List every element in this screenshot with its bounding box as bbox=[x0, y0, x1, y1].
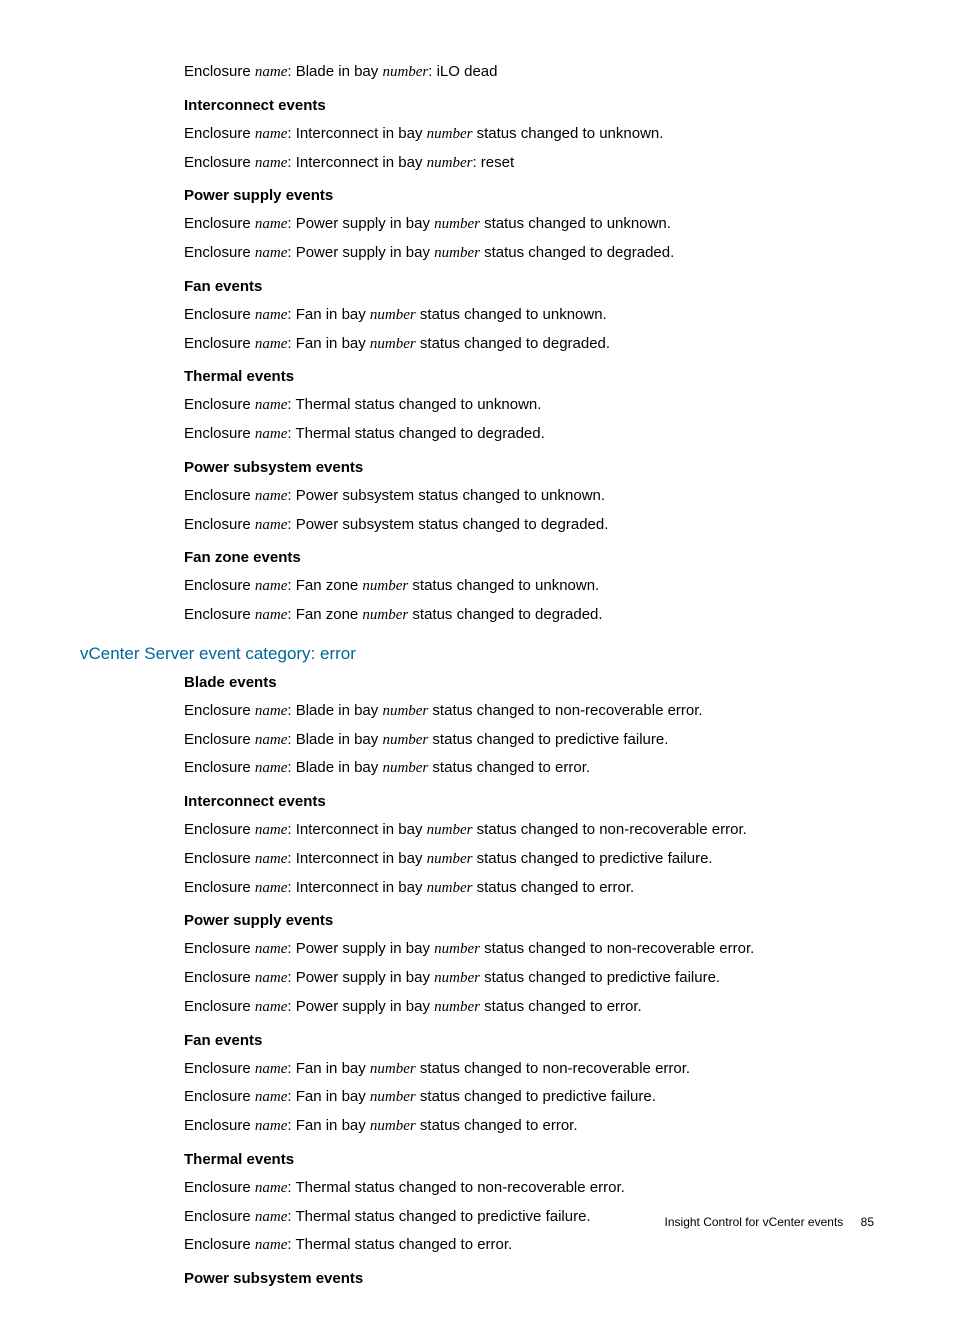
event-text: Enclosure name: Interconnect in bay numb… bbox=[184, 816, 874, 845]
event-text: Enclosure name: Fan zone number status c… bbox=[184, 572, 874, 601]
footer-text: Insight Control for vCenter events bbox=[665, 1215, 844, 1229]
event-text: Enclosure name: Interconnect in bay numb… bbox=[184, 845, 874, 874]
event-text: Enclosure name: Power supply in bay numb… bbox=[184, 239, 874, 268]
event-text: Enclosure name: Thermal status changed t… bbox=[184, 1231, 874, 1260]
event-text: Enclosure name: Thermal status changed t… bbox=[184, 1174, 874, 1203]
document-page: Enclosure name: Blade in bay number: iLO… bbox=[0, 0, 954, 1333]
event-text: Enclosure name: Power supply in bay numb… bbox=[184, 210, 874, 239]
thermal-events-heading: Thermal events bbox=[184, 368, 874, 385]
event-text: Enclosure name: Blade in bay number: iLO… bbox=[184, 58, 874, 87]
event-text: Enclosure name: Fan in bay number status… bbox=[184, 330, 874, 359]
power-supply-events-heading: Power supply events bbox=[184, 187, 874, 204]
thermal-events-heading: Thermal events bbox=[184, 1151, 874, 1168]
event-text: Enclosure name: Thermal status changed t… bbox=[184, 391, 874, 420]
fan-events-heading: Fan events bbox=[184, 1032, 874, 1049]
content-column: Blade events Enclosure name: Blade in ba… bbox=[184, 674, 874, 1287]
power-subsystem-events-heading: Power subsystem events bbox=[184, 1270, 874, 1287]
power-subsystem-events-heading: Power subsystem events bbox=[184, 459, 874, 476]
fan-zone-events-heading: Fan zone events bbox=[184, 549, 874, 566]
event-text: Enclosure name: Power supply in bay numb… bbox=[184, 964, 874, 993]
blade-events-heading: Blade events bbox=[184, 674, 874, 691]
event-text: Enclosure name: Interconnect in bay numb… bbox=[184, 120, 874, 149]
event-text: Enclosure name: Thermal status changed t… bbox=[184, 420, 874, 449]
event-text: Enclosure name: Power supply in bay numb… bbox=[184, 935, 874, 964]
interconnect-events-heading: Interconnect events bbox=[184, 97, 874, 114]
event-text: Enclosure name: Power subsystem status c… bbox=[184, 511, 874, 540]
event-text: Enclosure name: Blade in bay number stat… bbox=[184, 726, 874, 755]
power-supply-events-heading: Power supply events bbox=[184, 912, 874, 929]
error-section-heading: vCenter Server event category: error bbox=[80, 644, 874, 664]
page-number: 85 bbox=[861, 1215, 874, 1229]
event-text: Enclosure name: Fan in bay number status… bbox=[184, 1055, 874, 1084]
event-text: Enclosure name: Power supply in bay numb… bbox=[184, 993, 874, 1022]
event-text: Enclosure name: Interconnect in bay numb… bbox=[184, 149, 874, 178]
content-column: Enclosure name: Blade in bay number: iLO… bbox=[184, 58, 874, 630]
interconnect-events-heading: Interconnect events bbox=[184, 793, 874, 810]
event-text: Enclosure name: Fan in bay number status… bbox=[184, 301, 874, 330]
event-text: Enclosure name: Power subsystem status c… bbox=[184, 482, 874, 511]
event-text: Enclosure name: Fan zone number status c… bbox=[184, 601, 874, 630]
fan-events-heading: Fan events bbox=[184, 278, 874, 295]
event-text: Enclosure name: Blade in bay number stat… bbox=[184, 754, 874, 783]
event-text: Enclosure name: Blade in bay number stat… bbox=[184, 697, 874, 726]
event-text: Enclosure name: Fan in bay number status… bbox=[184, 1112, 874, 1141]
event-text: Enclosure name: Fan in bay number status… bbox=[184, 1083, 874, 1112]
page-footer: Insight Control for vCenter events 85 bbox=[665, 1215, 874, 1229]
event-text: Enclosure name: Interconnect in bay numb… bbox=[184, 874, 874, 903]
